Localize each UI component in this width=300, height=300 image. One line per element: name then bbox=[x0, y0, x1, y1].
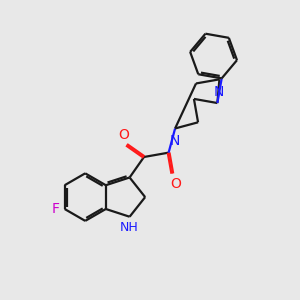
Text: N: N bbox=[170, 134, 180, 148]
Text: NH: NH bbox=[120, 221, 139, 234]
Text: F: F bbox=[51, 202, 59, 216]
Text: O: O bbox=[118, 128, 129, 142]
Text: N: N bbox=[214, 85, 224, 100]
Text: O: O bbox=[170, 176, 181, 190]
